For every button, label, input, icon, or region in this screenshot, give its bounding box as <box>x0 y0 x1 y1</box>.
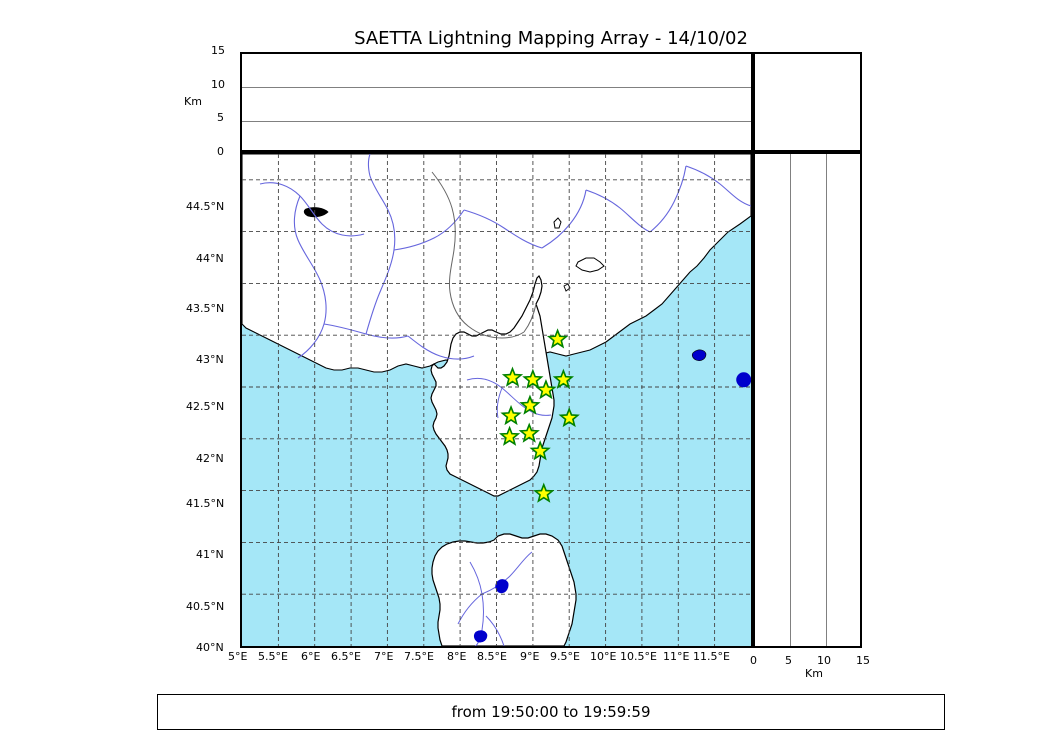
map-ytick-40_5: 40.5°N <box>186 600 225 613</box>
right-panel-xtick-0: 0 <box>750 654 757 667</box>
map-ytick-44_5: 44.5°N <box>186 200 225 213</box>
status-bar-text: from 19:50:00 to 19:59:59 <box>451 703 651 721</box>
right-panel-gridline-10km <box>825 154 827 646</box>
map-xtick-9: 9°E <box>520 650 540 663</box>
small-islet <box>563 283 571 292</box>
map-xtick-7: 7°E <box>374 650 394 663</box>
top-panel-ytick-5: 5 <box>217 111 224 124</box>
lma-station-star-icon <box>558 406 580 428</box>
map-xtick-10_5: 10.5°E <box>620 650 657 663</box>
lma-station-star-icon <box>500 404 522 426</box>
map-xtick-5: 5°E <box>228 650 248 663</box>
map-ytick-42_5: 42.5°N <box>186 400 225 413</box>
top-panel-gridline-5km <box>242 120 751 122</box>
map-ytick-41_5: 41.5°N <box>186 497 225 510</box>
corsica-rivers <box>466 377 552 419</box>
map-ytick-43: 43°N <box>196 353 224 366</box>
map-xtick-10: 10°E <box>590 650 617 663</box>
etang-de-berre-lake <box>303 207 329 218</box>
lma-station-star-icon <box>552 368 575 389</box>
river-network <box>259 154 751 360</box>
right-cross-section-panel[interactable] <box>753 152 862 648</box>
map-panel[interactable] <box>240 152 753 648</box>
map-ytick-41: 41°N <box>196 548 224 561</box>
right-panel-axis-label: Km <box>805 667 823 680</box>
map-ytick-42: 42°N <box>196 452 224 465</box>
map-xtick-9_5: 9.5°E <box>550 650 580 663</box>
sardinia-lake-south <box>473 630 488 643</box>
map-xtick-7_5: 7.5°E <box>404 650 434 663</box>
lma-station-star-icon <box>546 328 569 349</box>
map-xtick-5_5: 5.5°E <box>258 650 288 663</box>
lma-station-star-icon <box>519 394 541 415</box>
map-graticule <box>242 154 751 646</box>
page-title: SAETTA Lightning Mapping Array - 14/10/0… <box>354 28 748 49</box>
map-xtick-6: 6°E <box>301 650 321 663</box>
markers-layer <box>498 328 751 503</box>
map-ytick-40: 40°N <box>196 641 224 654</box>
map-xtick-11_5: 11.5°E <box>693 650 730 663</box>
map-ytick-44: 44°N <box>196 252 224 265</box>
right-panel-xtick-15: 15 <box>856 654 870 667</box>
lma-station-star-icon <box>498 425 521 446</box>
right-panel-gridline-5km <box>790 154 792 646</box>
top-panel-ytick-10: 10 <box>211 78 225 91</box>
corner-panel[interactable] <box>753 52 862 152</box>
capraia-island <box>553 217 562 229</box>
lma-station-star-icon <box>533 482 555 503</box>
status-bar[interactable]: from 19:50:00 to 19:59:59 <box>157 694 945 730</box>
station-markers <box>498 328 580 503</box>
sardinia-lake-north <box>495 579 509 594</box>
italy-lagoon <box>691 349 707 361</box>
right-panel-xtick-10: 10 <box>817 654 831 667</box>
elba-island <box>575 257 605 273</box>
top-panel-gridline-10km <box>242 87 751 89</box>
administrative-borders <box>431 171 537 339</box>
lma-station-star-icon <box>518 422 540 443</box>
map-xtick-8_5: 8.5°E <box>477 650 507 663</box>
top-cross-section-panel[interactable] <box>240 52 753 152</box>
top-panel-ytick-0: 0 <box>217 145 224 158</box>
top-panel-axis-label: Km <box>184 95 202 108</box>
map-xtick-8: 8°E <box>447 650 467 663</box>
map-graphic <box>242 154 751 646</box>
lma-station-star-icon <box>529 440 551 461</box>
lma-station-star-icon <box>501 366 524 387</box>
map-xtick-6_5: 6.5°E <box>331 650 361 663</box>
top-panel-ytick-15: 15 <box>211 44 225 57</box>
lightning-source-dot <box>736 372 751 388</box>
right-panel-xtick-5: 5 <box>785 654 792 667</box>
source-markers <box>736 372 751 388</box>
map-xtick-11: 11°E <box>663 650 690 663</box>
lma-station-star-icon <box>522 368 544 389</box>
map-ytick-43_5: 43.5°N <box>186 302 225 315</box>
lma-station-star-icon <box>535 378 557 400</box>
